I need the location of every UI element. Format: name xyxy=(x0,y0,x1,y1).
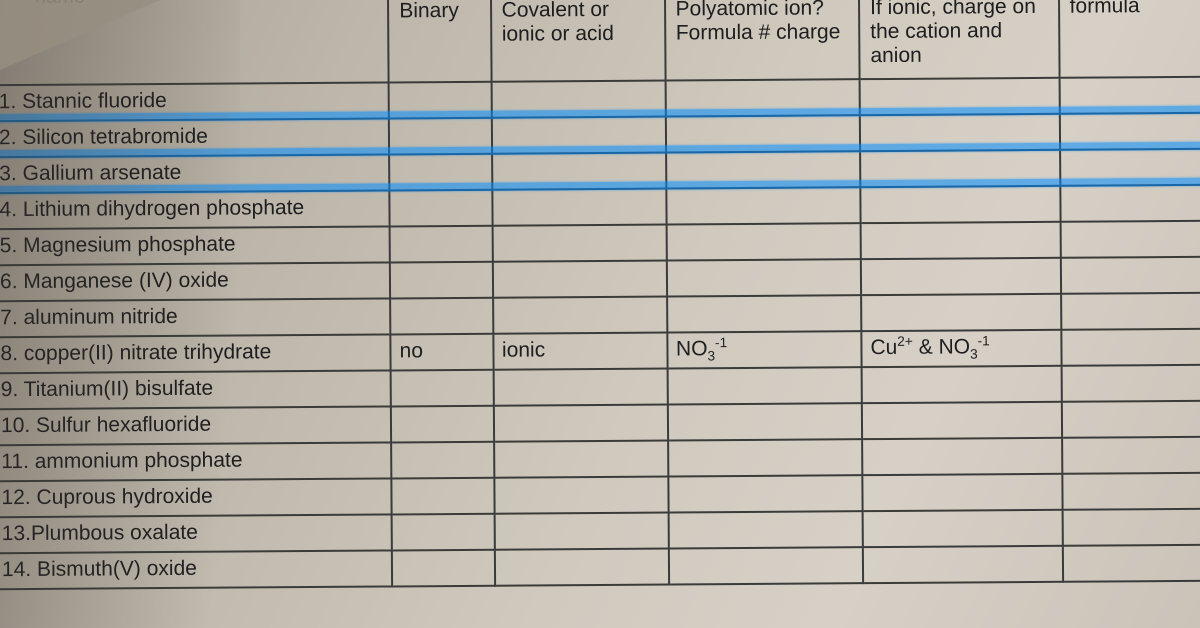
cell-binary xyxy=(392,478,495,515)
cell-name: 2. Silicon tetrabromide xyxy=(0,118,389,157)
table-row: 14. Bismuth(V) oxide xyxy=(0,545,1200,590)
cell-poly: NO3-1 xyxy=(667,331,862,368)
cell-name: 5. Magnesium phosphate xyxy=(0,226,390,265)
cell-formula xyxy=(1062,473,1200,510)
cell-name: 8. copper(II) nitrate trihydrate xyxy=(0,334,391,373)
cell-name: 14. Bismuth(V) oxide xyxy=(0,550,392,589)
cell-formula xyxy=(1061,293,1200,330)
cell-formula xyxy=(1061,401,1200,438)
header-binary: Binary xyxy=(388,0,491,82)
cell-binary xyxy=(389,154,492,191)
cell-formula xyxy=(1060,185,1200,222)
header-name: name xyxy=(0,0,389,73)
cell-type xyxy=(493,369,667,406)
cell-charge xyxy=(862,402,1062,439)
cell-poly xyxy=(668,511,863,548)
cell-charge xyxy=(862,366,1062,403)
cell-poly xyxy=(667,403,862,440)
cell-name: 10. Sulfur hexafluoride xyxy=(0,406,391,445)
cell-charge xyxy=(861,222,1061,259)
cell-poly xyxy=(668,547,863,584)
cell-type xyxy=(492,153,666,190)
cell-poly xyxy=(665,115,860,152)
cell-charge xyxy=(862,474,1062,511)
cell-formula xyxy=(1059,113,1200,150)
cell-name: 11. ammonium phosphate xyxy=(0,442,392,481)
cell-formula xyxy=(1062,437,1200,474)
cell-charge xyxy=(863,510,1063,547)
cell-type xyxy=(494,513,668,550)
cell-binary xyxy=(391,442,494,479)
cell-type xyxy=(492,225,666,262)
cell-binary xyxy=(390,190,493,227)
header-poly: Polyatomic ion? Formula # charge xyxy=(664,0,859,81)
cell-name: 4. Lithium dihydrogen phosphate xyxy=(0,190,390,229)
cell-formula xyxy=(1061,329,1200,366)
cell-poly xyxy=(668,439,863,476)
cell-binary xyxy=(391,370,494,407)
cell-binary xyxy=(389,82,492,119)
cell-type xyxy=(492,189,666,226)
cell-name: 1. Stannic fluoride xyxy=(0,82,389,121)
cell-charge xyxy=(861,294,1061,331)
cell-charge xyxy=(862,438,1062,475)
cell-formula xyxy=(1061,365,1200,402)
cell-binary xyxy=(390,262,493,299)
header-formula: formula xyxy=(1059,0,1200,78)
cell-formula xyxy=(1059,77,1200,114)
cell-binary xyxy=(392,550,495,587)
cell-type xyxy=(493,297,667,334)
header-row: name Binary Covalent or ionic or acid Po… xyxy=(0,0,1200,85)
cell-type: ionic xyxy=(493,333,667,370)
cell-formula xyxy=(1060,149,1200,186)
cell-binary xyxy=(391,406,494,443)
cell-name: 12. Cuprous hydroxide xyxy=(0,478,392,517)
cell-binary xyxy=(392,514,495,551)
cell-charge: Cu2+ & NO3-1 xyxy=(861,330,1061,367)
cell-formula xyxy=(1060,221,1200,258)
cell-charge xyxy=(860,150,1060,187)
cell-poly xyxy=(666,259,861,296)
cell-name: 6. Manganese (IV) oxide xyxy=(0,262,390,301)
cell-name: 3. Gallium arsenate xyxy=(0,154,390,193)
cell-poly xyxy=(665,79,860,116)
cell-charge xyxy=(860,114,1060,151)
cell-type xyxy=(493,405,667,442)
cell-type xyxy=(492,261,666,298)
cell-binary: no xyxy=(391,334,494,371)
cell-charge xyxy=(860,186,1060,223)
cell-formula xyxy=(1062,545,1200,582)
cell-formula xyxy=(1062,509,1200,546)
cell-name: 9. Titanium(II) bisulfate xyxy=(0,370,391,409)
cell-poly xyxy=(668,475,863,512)
cell-formula xyxy=(1060,257,1200,294)
cell-type xyxy=(494,549,668,586)
cell-poly xyxy=(667,367,862,404)
worksheet-table: name Binary Covalent or ionic or acid Po… xyxy=(0,0,1200,590)
cell-poly xyxy=(666,223,861,260)
cell-type xyxy=(494,441,668,478)
cell-poly xyxy=(666,151,861,188)
cell-charge xyxy=(863,546,1063,583)
cell-binary xyxy=(390,226,493,263)
cell-charge xyxy=(861,258,1061,295)
cell-type xyxy=(491,117,665,154)
cell-type xyxy=(494,477,668,514)
cell-binary xyxy=(389,118,492,155)
header-type: Covalent or ionic or acid xyxy=(490,0,665,82)
cell-binary xyxy=(390,298,493,335)
cell-name: 7. aluminum nitride xyxy=(0,298,391,337)
cell-poly xyxy=(666,187,861,224)
cell-charge xyxy=(860,78,1060,115)
cell-name: 13.Plumbous oxalate xyxy=(0,514,392,553)
header-charge: If ionic, charge on the cation and anion xyxy=(859,0,1059,79)
cell-poly xyxy=(667,295,862,332)
cell-type xyxy=(491,81,665,118)
